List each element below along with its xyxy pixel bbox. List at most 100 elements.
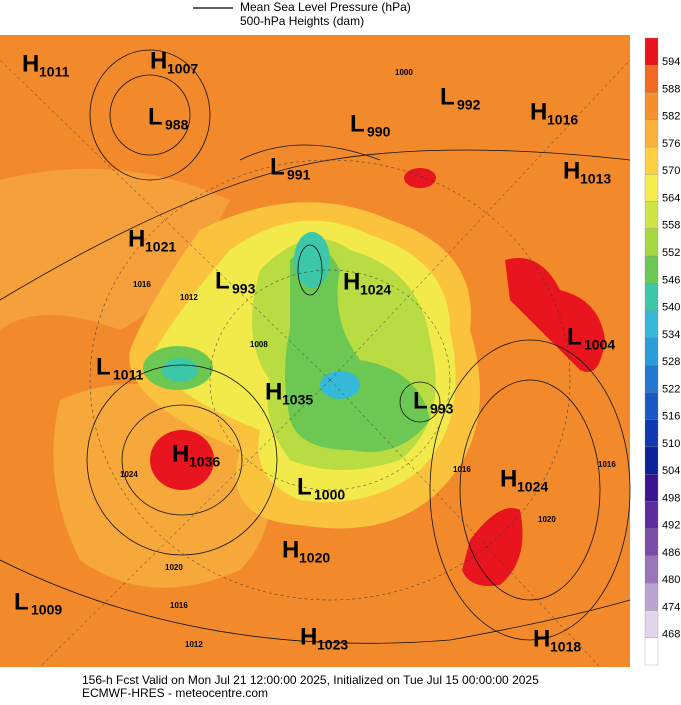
- center-kind: L: [270, 153, 285, 180]
- colorbar-swatch: [644, 446, 659, 475]
- center-value: 1035: [282, 392, 313, 408]
- center-value: 1007: [167, 61, 198, 77]
- colorbar-label: 528: [662, 356, 680, 368]
- center-value: 991: [287, 167, 311, 183]
- center-kind: L: [567, 323, 582, 350]
- contour-label: 1020: [165, 563, 183, 572]
- colorbar-swatch: [644, 283, 659, 311]
- colorbar-swatch: [644, 146, 659, 175]
- colorbar-swatch: [644, 65, 659, 93]
- colorbar-label: 504: [662, 465, 680, 477]
- colorbar-label: 588: [662, 83, 680, 95]
- footer-text: ECMWF-HRES - meteocentre.com: [82, 686, 268, 700]
- contour-label: 1016: [170, 601, 188, 610]
- colorbar-swatch: [644, 501, 659, 529]
- colorbar-swatch: [644, 419, 659, 448]
- colorbar-swatch: [644, 337, 659, 366]
- colorbar-label: 510: [662, 438, 680, 450]
- center-value: 1024: [517, 479, 548, 495]
- colorbar-swatch: [644, 474, 659, 502]
- center-value: 1023: [317, 637, 348, 653]
- colorbar-swatch: [644, 92, 659, 120]
- colorbar-swatch: [644, 119, 659, 148]
- center-value: 993: [232, 281, 256, 297]
- center-kind: L: [413, 387, 428, 414]
- contour-label: 1016: [598, 460, 616, 469]
- colorbar-swatch: [644, 310, 659, 339]
- center-value: 990: [367, 124, 391, 140]
- colorbar-swatch: [644, 637, 659, 666]
- contour-label: 1020: [538, 515, 556, 524]
- colorbar-swatch: [644, 174, 659, 202]
- center-value: 992: [457, 97, 481, 113]
- colorbar-swatch: [644, 364, 659, 393]
- colorbar-label: 582: [662, 111, 680, 123]
- shade: [285, 247, 430, 452]
- contour-label: 1016: [453, 465, 471, 474]
- shade: [404, 168, 436, 188]
- colorbar-label: 522: [662, 383, 680, 395]
- colorbar: 594 588 582 576 570 564 558 552 546 540 534 528 522 5…: [644, 37, 680, 666]
- center-kind: H: [300, 623, 317, 650]
- center-kind: H: [563, 157, 580, 184]
- contour-label: 1008: [250, 340, 268, 349]
- legend-label: 500-hPa Heights (dam): [240, 14, 364, 28]
- colorbar-swatch: [644, 37, 659, 66]
- colorbar-label: 558: [662, 220, 680, 232]
- center-kind: L: [148, 103, 163, 130]
- contour-label: 1016: [133, 280, 151, 289]
- center-kind: H: [530, 98, 547, 125]
- colorbar-swatch: [644, 255, 659, 284]
- footer-text: 156-h Fcst Valid on Mon Jul 21 12:00:00 …: [82, 673, 539, 687]
- center-kind: H: [533, 625, 550, 652]
- center-value: 988: [165, 117, 189, 133]
- colorbar-swatch: [644, 555, 659, 584]
- colorbar-label: 474: [662, 601, 680, 613]
- legend-label: Mean Sea Level Pressure (hPa): [240, 0, 411, 14]
- colorbar-label: 492: [662, 520, 680, 532]
- colorbar-swatch: [644, 583, 659, 611]
- center-value: 993: [430, 401, 454, 417]
- colorbar-swatch: [644, 228, 659, 257]
- center-kind: H: [150, 47, 167, 74]
- contour-label: 1012: [180, 293, 198, 302]
- center-kind: L: [215, 267, 230, 294]
- center-kind: H: [500, 465, 517, 492]
- shade: [505, 258, 605, 372]
- colorbar-label: 516: [662, 411, 680, 423]
- colorbar-label: 576: [662, 138, 680, 150]
- colorbar-label: 540: [662, 302, 680, 314]
- contour-label: 1012: [185, 640, 203, 649]
- colorbar-label: 570: [662, 165, 680, 177]
- shade: [162, 358, 198, 382]
- contour-label: 1000: [395, 68, 413, 77]
- center-kind: H: [128, 225, 145, 252]
- colorbar-swatch: [644, 392, 659, 420]
- center-value: 1009: [31, 602, 62, 618]
- colorbar-label: 486: [662, 547, 680, 559]
- graticule: [0, 59, 631, 668]
- center-kind: L: [297, 473, 312, 500]
- center-kind: H: [22, 50, 39, 77]
- center-value: 1016: [547, 112, 578, 128]
- contour-label: 1024: [120, 470, 138, 479]
- center-value: 1004: [584, 337, 615, 353]
- contours: [0, 49, 631, 644]
- colorbar-label: 546: [662, 274, 680, 286]
- center-kind: L: [440, 83, 455, 110]
- center-value: 1036: [189, 454, 220, 470]
- center-value: 1011: [113, 367, 144, 383]
- shade: [320, 371, 360, 399]
- colorbar-label: 564: [662, 192, 680, 204]
- colorbar-label: 498: [662, 492, 680, 504]
- colorbar-label: 468: [662, 629, 680, 641]
- colorbar-label: 534: [662, 329, 680, 341]
- shade: [150, 430, 214, 490]
- center-value: 1000: [314, 487, 345, 503]
- colorbar-swatch: [644, 610, 659, 638]
- center-kind: H: [282, 536, 299, 563]
- colorbar-label: 552: [662, 247, 680, 259]
- center-kind: L: [350, 110, 365, 137]
